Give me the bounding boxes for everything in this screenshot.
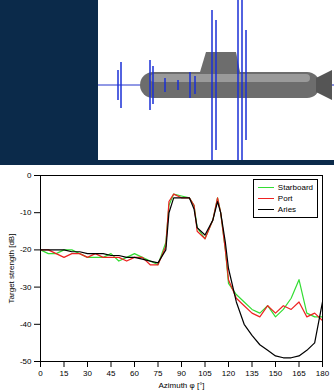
svg-text:0: 0 <box>38 369 43 378</box>
svg-text:0: 0 <box>27 171 32 180</box>
svg-text:Target strength [dB]: Target strength [dB] <box>7 234 16 304</box>
svg-text:180: 180 <box>316 369 330 378</box>
svg-text:90: 90 <box>177 369 186 378</box>
svg-text:120: 120 <box>222 369 236 378</box>
svg-text:30: 30 <box>83 369 92 378</box>
svg-text:105: 105 <box>198 369 212 378</box>
html-text:Port: Port <box>277 194 293 203</box>
svg-text:45: 45 <box>107 369 116 378</box>
svg-text:-20: -20 <box>20 245 32 254</box>
svg-text:165: 165 <box>292 369 306 378</box>
svg-text:-30: -30 <box>20 283 32 292</box>
svg-text:150: 150 <box>269 369 283 378</box>
svg-text:135: 135 <box>245 369 259 378</box>
svg-text:Azimuth φ [°]: Azimuth φ [°] <box>158 381 204 390</box>
svg-text:-40: -40 <box>20 320 32 329</box>
svg-text:75: 75 <box>154 369 163 378</box>
svg-text:60: 60 <box>130 369 139 378</box>
svg-text:15: 15 <box>60 369 69 378</box>
svg-text:-50: -50 <box>20 357 32 366</box>
svg-text:-10: -10 <box>20 208 32 217</box>
html-text:Aries: Aries <box>277 205 297 214</box>
html-text:Starboard: Starboard <box>277 183 313 192</box>
